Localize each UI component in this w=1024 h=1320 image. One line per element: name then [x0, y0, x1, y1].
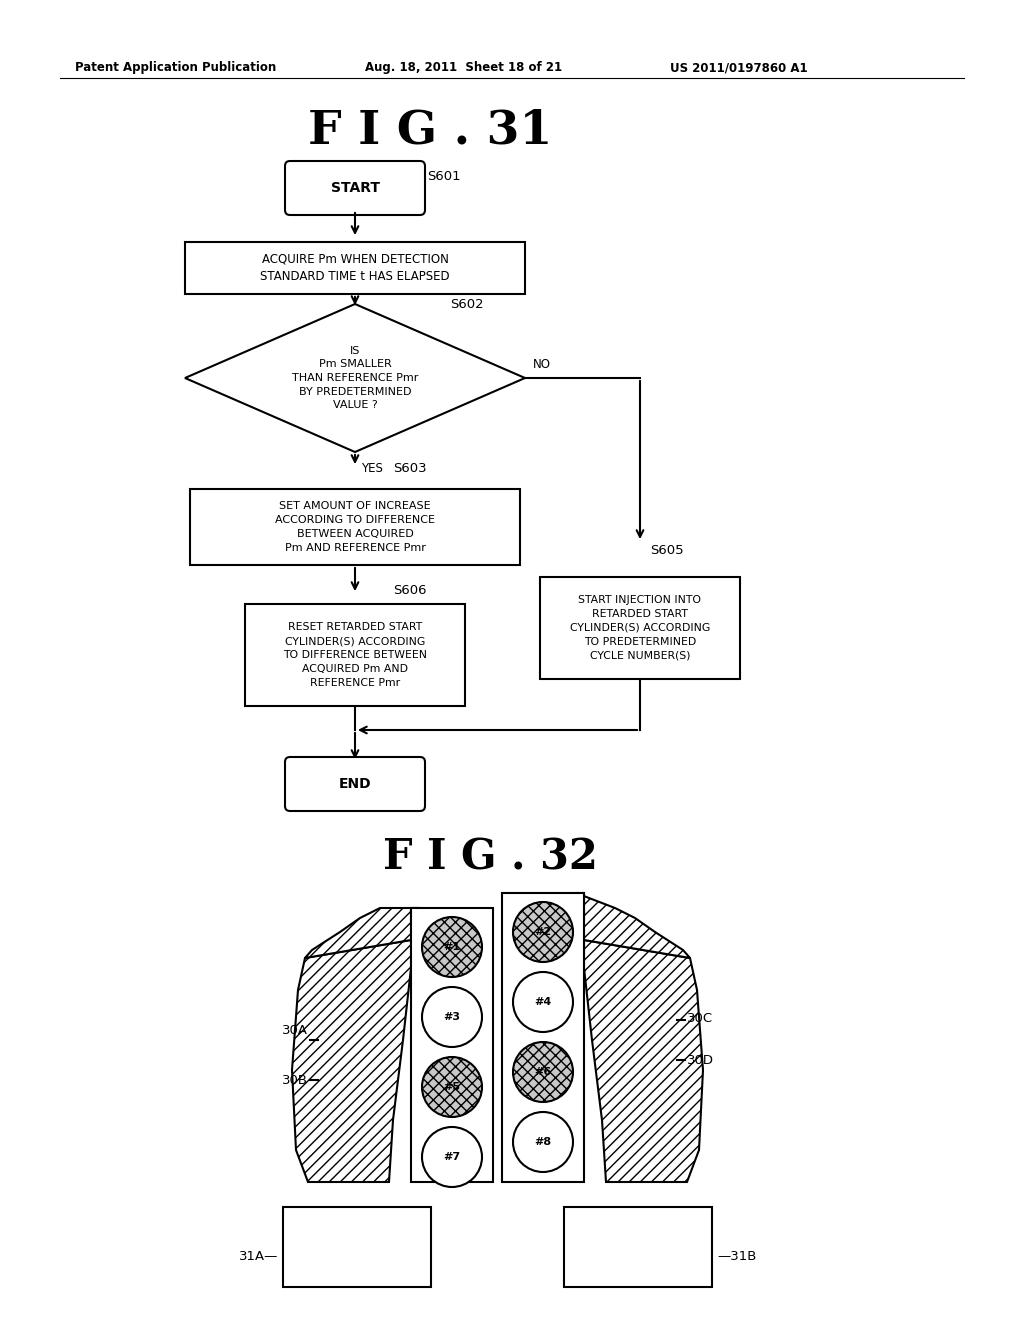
- Text: END: END: [339, 777, 372, 791]
- Polygon shape: [584, 940, 703, 1181]
- Text: S606: S606: [393, 585, 427, 598]
- Bar: [540, 577, 740, 678]
- Text: Aug. 18, 2011  Sheet 18 of 21: Aug. 18, 2011 Sheet 18 of 21: [365, 62, 562, 74]
- Text: —31B: —31B: [717, 1250, 757, 1263]
- Text: START: START: [331, 181, 380, 195]
- Bar: [245, 605, 465, 706]
- Text: F I G . 32: F I G . 32: [383, 837, 597, 879]
- Text: ACQUIRE Pm WHEN DETECTION
STANDARD TIME t HAS ELAPSED: ACQUIRE Pm WHEN DETECTION STANDARD TIME …: [260, 252, 450, 284]
- Bar: [411, 908, 493, 1181]
- Bar: [283, 1206, 431, 1287]
- Circle shape: [422, 987, 482, 1047]
- Text: #5: #5: [443, 1082, 461, 1092]
- Text: 30D: 30D: [687, 1053, 714, 1067]
- Circle shape: [513, 1111, 573, 1172]
- Text: S605: S605: [650, 544, 684, 557]
- Circle shape: [422, 1057, 482, 1117]
- Polygon shape: [305, 908, 419, 958]
- Text: YES: YES: [361, 462, 383, 475]
- Polygon shape: [575, 894, 690, 958]
- Text: US 2011/0197860 A1: US 2011/0197860 A1: [670, 62, 808, 74]
- Bar: [190, 488, 520, 565]
- Text: 31A—: 31A—: [239, 1250, 278, 1263]
- Text: #7: #7: [443, 1152, 461, 1162]
- Circle shape: [422, 917, 482, 977]
- Text: 30C: 30C: [687, 1011, 713, 1024]
- Text: #3: #3: [443, 1012, 461, 1022]
- Polygon shape: [292, 940, 411, 1181]
- Bar: [564, 1206, 712, 1287]
- FancyBboxPatch shape: [285, 756, 425, 810]
- Circle shape: [513, 1041, 573, 1102]
- FancyBboxPatch shape: [285, 161, 425, 215]
- Bar: [502, 894, 584, 1181]
- Text: F I G . 31: F I G . 31: [308, 107, 552, 153]
- Text: SET AMOUNT OF INCREASE
ACCORDING TO DIFFERENCE
BETWEEN ACQUIRED
Pm AND REFERENCE: SET AMOUNT OF INCREASE ACCORDING TO DIFF…: [275, 502, 435, 553]
- Text: S602: S602: [450, 297, 483, 310]
- Text: Patent Application Publication: Patent Application Publication: [75, 62, 276, 74]
- Bar: [185, 242, 525, 294]
- Circle shape: [513, 902, 573, 962]
- Circle shape: [422, 1127, 482, 1187]
- Text: S601: S601: [427, 169, 461, 182]
- Text: #8: #8: [535, 1137, 552, 1147]
- Text: 30A: 30A: [282, 1023, 308, 1036]
- Circle shape: [513, 972, 573, 1032]
- Text: RESET RETARDED START
CYLINDER(S) ACCORDING
TO DIFFERENCE BETWEEN
ACQUIRED Pm AND: RESET RETARDED START CYLINDER(S) ACCORDI…: [283, 622, 427, 688]
- Text: START INJECTION INTO
RETARDED START
CYLINDER(S) ACCORDING
TO PREDETERMINED
CYCLE: START INJECTION INTO RETARDED START CYLI…: [570, 595, 710, 661]
- Text: 30B: 30B: [282, 1073, 308, 1086]
- Text: #2: #2: [535, 927, 552, 937]
- Text: IS
Pm SMALLER
THAN REFERENCE Pmr
BY PREDETERMINED
VALUE ?: IS Pm SMALLER THAN REFERENCE Pmr BY PRED…: [292, 346, 418, 411]
- Text: #6: #6: [535, 1067, 552, 1077]
- Text: NO: NO: [534, 359, 551, 371]
- Text: #4: #4: [535, 997, 552, 1007]
- Text: S603: S603: [393, 462, 427, 475]
- Polygon shape: [185, 304, 525, 451]
- Text: #1: #1: [443, 942, 461, 952]
